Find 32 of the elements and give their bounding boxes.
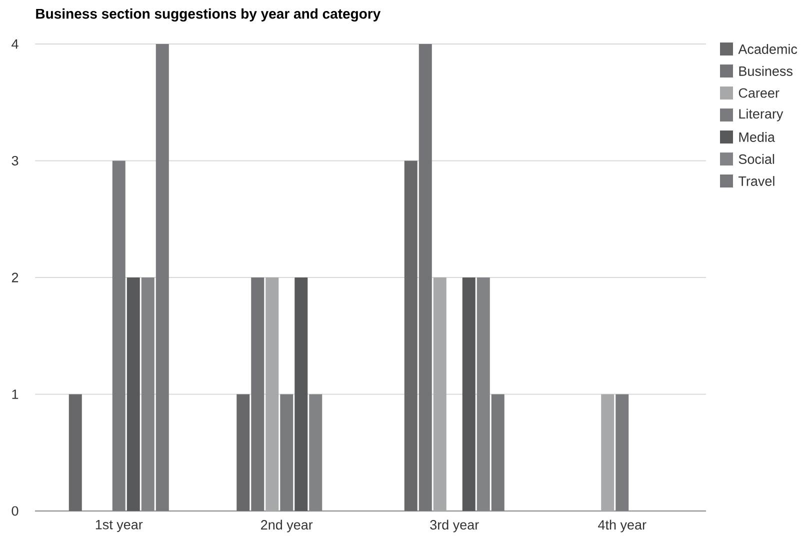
legend-label: Academic: [738, 44, 798, 54]
bar: [294, 277, 308, 511]
bar: [68, 394, 82, 511]
bar: [280, 394, 294, 511]
y-tick-label: 2: [12, 272, 18, 282]
bar: [418, 44, 432, 511]
legend-label: Travel: [738, 176, 774, 186]
legend-label: Business: [739, 66, 792, 76]
x-tick-label: 3rd year: [430, 520, 479, 532]
legend-label: Social: [738, 154, 774, 164]
bar: [266, 277, 279, 511]
bar: [112, 160, 126, 511]
bar: [236, 394, 250, 511]
chart-title: Business section suggestions by year and category: [36, 8, 381, 22]
legend-label: Literary: [739, 108, 784, 122]
bar: [433, 277, 446, 511]
bar: [309, 394, 322, 511]
bar: [462, 277, 476, 511]
bar: [404, 160, 418, 511]
y-tick-label: 1: [12, 390, 18, 399]
y-tick-label: 0: [12, 506, 18, 516]
x-tick-label: 4th year: [598, 520, 646, 532]
x-tick-label: 1st year: [96, 520, 143, 532]
x-tick-label: 2nd year: [261, 520, 313, 532]
legend-label: Career: [738, 88, 780, 98]
y-tick-label: 4: [12, 39, 18, 49]
legend-label: Media: [739, 132, 775, 142]
y-tick-label: 3: [12, 156, 18, 166]
bar: [601, 394, 614, 511]
bar: [126, 277, 140, 511]
bar: [251, 277, 264, 511]
bar: [616, 394, 629, 511]
